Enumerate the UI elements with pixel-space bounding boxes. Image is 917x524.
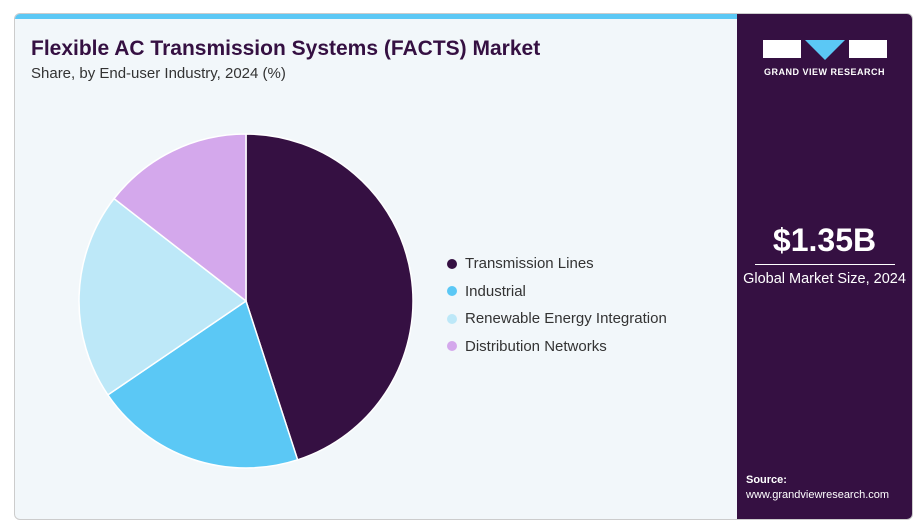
logo-text: GRAND VIEW RESEARCH [763, 67, 885, 77]
legend-dot-icon [447, 341, 457, 352]
source-url[interactable]: www.grandviewresearch.com [746, 489, 890, 501]
legend-label: Transmission Lines [465, 255, 594, 273]
legend-dot-icon [447, 313, 457, 324]
pie-slice-industrial [106, 299, 299, 469]
legend-dot-icon [447, 286, 457, 297]
legend-dot-icon [447, 258, 457, 269]
legend-item: Industrial [447, 278, 667, 306]
sidebar: GRAND VIEW RESEARCH $1.35B Global Market… [737, 14, 912, 519]
pie-slice-transmission-lines [245, 133, 414, 461]
chart-card: Flexible AC Transmission Systems (FACTS)… [14, 13, 913, 520]
source-label: Source: [746, 474, 787, 486]
source: Source: www.grandviewresearch.com [746, 473, 889, 503]
market-size-label: Global Market Size, 2024 [743, 271, 906, 287]
legend-label: Distribution Networks [465, 337, 607, 355]
accent-bar [15, 14, 737, 19]
legend-label: Renewable Energy Integration [465, 310, 667, 328]
pie-slice-renewable-energy-integration [78, 197, 248, 396]
chart-title: Flexible AC Transmission Systems (FACTS)… [31, 37, 541, 60]
chart-subtitle: Share, by End-user Industry, 2024 (%) [31, 65, 286, 82]
market-size: $1.35B [772, 222, 877, 258]
gvr-logo [763, 40, 887, 60]
pie-chart [78, 133, 414, 469]
divider [755, 264, 895, 265]
legend-label: Industrial [465, 282, 526, 300]
legend-item: Transmission Lines [447, 250, 667, 278]
legend-item: Distribution Networks [447, 333, 667, 361]
pie-slice-distribution-networks [112, 133, 247, 303]
legend-item: Renewable Energy Integration [447, 305, 667, 333]
legend: Transmission Lines Industrial Renewable En… [447, 250, 667, 360]
